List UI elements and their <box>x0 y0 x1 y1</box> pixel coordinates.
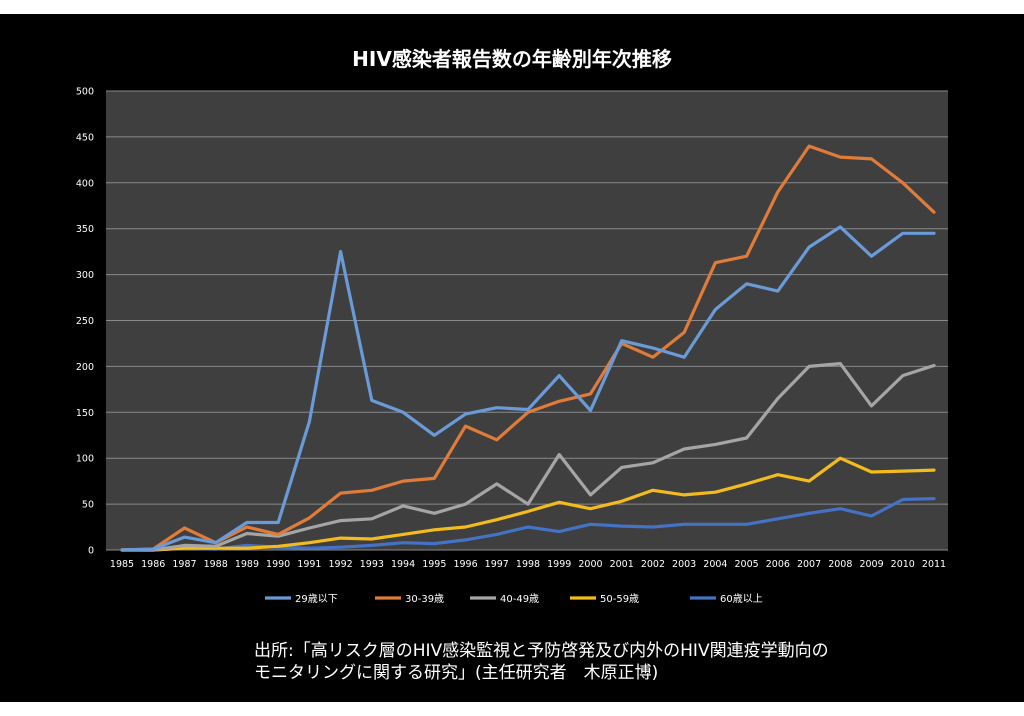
x-tick-label: 2001 <box>610 559 634 570</box>
x-tick-label: 2006 <box>766 559 790 570</box>
x-tick-label: 2005 <box>735 559 759 570</box>
x-tick-label: 1992 <box>329 559 353 570</box>
x-tick-label: 1995 <box>422 559 446 570</box>
y-tick-label: 400 <box>76 178 94 189</box>
y-axis-tick-labels: 0 50 100 150 200 250 300 350 400 450 500 <box>76 87 94 557</box>
y-tick-label: 0 <box>88 546 94 557</box>
x-tick-label: 1996 <box>453 559 477 570</box>
x-tick-label: 1993 <box>360 559 384 570</box>
x-tick-label: 1994 <box>391 559 415 570</box>
y-tick-label: 200 <box>76 362 94 373</box>
series-line-1 <box>120 144 936 552</box>
x-tick-label: 1985 <box>110 559 134 570</box>
line-chart: HIV感染者報告数の年齢別年次推移 0 50 100 150 200 250 300 350 4… <box>76 47 948 605</box>
y-tick-label: 250 <box>76 316 94 327</box>
chart-frame: HIV感染者報告数の年齢別年次推移 0 50 100 150 200 250 300 350 4… <box>0 14 1024 702</box>
source-note-line2: モニタリングに関する研究」(主任研究者 木原正博) <box>254 663 659 683</box>
x-tick-label: 1997 <box>485 559 509 570</box>
series-line-0 <box>120 225 936 552</box>
y-tick-label: 150 <box>76 408 94 419</box>
x-tick-label: 2007 <box>797 559 821 570</box>
legend-label: 30-39歳 <box>405 593 444 605</box>
x-tick-label: 2011 <box>922 559 946 570</box>
legend-label: 40-49歳 <box>500 593 539 605</box>
y-tick-label: 450 <box>76 132 94 143</box>
x-tick-label: 2008 <box>828 559 852 570</box>
legend-label: 29歳以下 <box>295 593 338 605</box>
legend: 29歳以下 30-39歳 40-49歳 50-59歳 60歳以上 <box>265 593 763 605</box>
x-tick-label: 1986 <box>141 559 165 570</box>
x-tick-label: 2004 <box>703 559 727 570</box>
chart-title: HIV感染者報告数の年齢別年次推移 <box>352 47 672 71</box>
x-tick-label: 1991 <box>297 559 321 570</box>
x-tick-label: 2009 <box>859 559 883 570</box>
legend-label: 50-59歳 <box>600 593 639 605</box>
source-note: 出所:「高リスク層のHIV感染監視と予防啓発及び内外のHIV関連疫学動向の モニ… <box>254 640 1014 684</box>
legend-label: 60歳以上 <box>720 593 763 605</box>
series-line-2 <box>120 362 936 552</box>
source-note-line1: 出所:「高リスク層のHIV感染監視と予防啓発及び内外のHIV関連疫学動向の <box>254 641 829 661</box>
series-lines <box>120 144 936 552</box>
x-tick-label: 2002 <box>641 559 665 570</box>
x-tick-label: 2010 <box>891 559 915 570</box>
x-tick-label: 1999 <box>547 559 571 570</box>
x-tick-label: 1988 <box>204 559 228 570</box>
x-tick-label: 2000 <box>578 559 602 570</box>
y-tick-label: 500 <box>76 87 94 98</box>
x-tick-label: 1990 <box>266 559 290 570</box>
y-tick-label: 100 <box>76 454 94 465</box>
x-tick-label: 2003 <box>672 559 696 570</box>
series-line-3 <box>120 456 936 552</box>
y-tick-label: 300 <box>76 270 94 281</box>
x-tick-label: 1998 <box>516 559 540 570</box>
y-tick-label: 50 <box>82 500 94 511</box>
x-tick-label: 1987 <box>172 559 196 570</box>
x-tick-label: 1989 <box>235 559 259 570</box>
y-tick-label: 350 <box>76 224 94 235</box>
x-axis-tick-labels: 1985 1986 1987 1988 1989 1990 1991 1992 1993 1994… <box>110 559 946 570</box>
